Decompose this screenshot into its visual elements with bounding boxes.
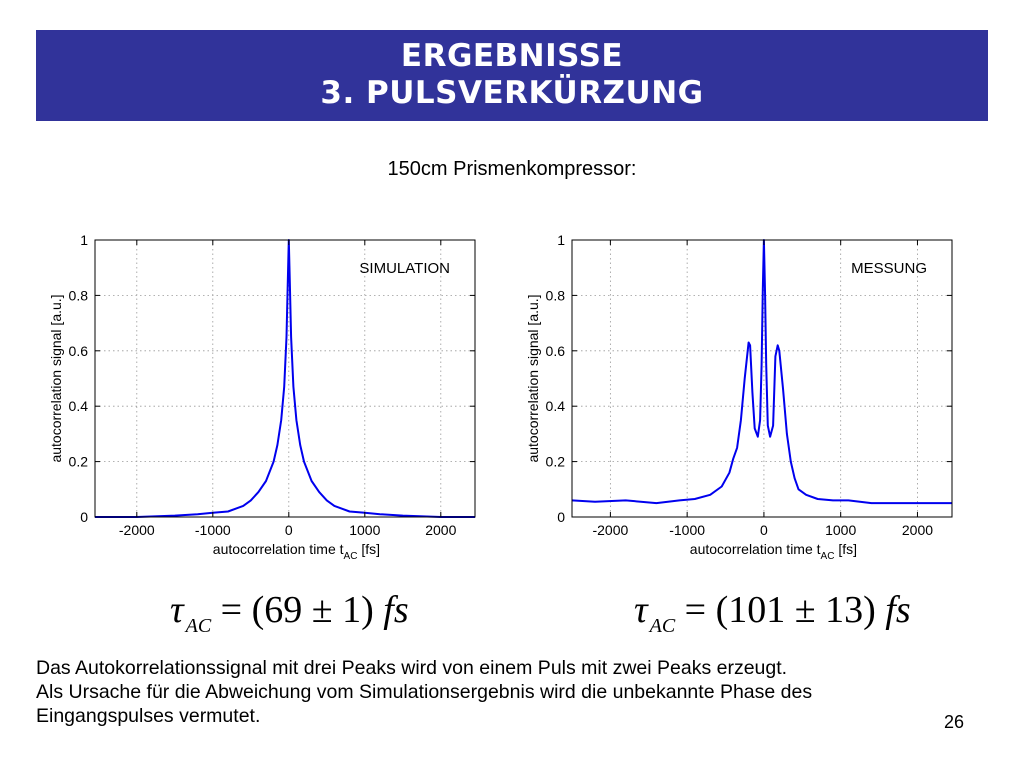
formula-messung-sub: AC	[649, 615, 676, 637]
simulation-plot-frame	[94, 239, 476, 518]
messung-ytick-label: 0.8	[546, 287, 566, 303]
messung-xlabel-sub: AC	[821, 551, 835, 562]
simulation-xlabel-text: autocorrelation time t	[213, 541, 344, 557]
simulation-xlabel-sub: AC	[344, 551, 358, 562]
simulation-xtick-label: 1000	[349, 522, 380, 538]
formula-messung-unit: fs	[885, 589, 911, 631]
body-text-line3: Eingangspulses vermutet.	[36, 705, 261, 727]
messung-xtick-label: -1000	[669, 522, 705, 538]
simulation-ytick-label: 0.6	[69, 343, 89, 359]
chart-messung: -2000 -1000 0 1000 2000 0 0.2 0.4 0.6 0.8 1 autocor…	[492, 225, 972, 570]
slide-subtitle: 150cm Prismenkompressor:	[387, 158, 637, 180]
messung-xlabel-text: autocorrelation time t	[690, 541, 821, 557]
formula-simulation-rhs: = (69 ± 1)	[220, 589, 384, 631]
chart-messung-svg: -2000 -1000 0 1000 2000 0 0.2 0.4 0.6 0.8 1 autocor…	[525, 232, 953, 562]
messung-ytick-label: 0.4	[546, 398, 566, 414]
simulation-xtick-label: 2000	[425, 522, 456, 538]
messung-xlabel-unit: [fs]	[834, 541, 857, 557]
simulation-xtick-label: -2000	[119, 522, 155, 538]
simulation-xtick-label: 0	[285, 522, 293, 538]
messung-xtick-label: 0	[760, 522, 768, 538]
simulation-ytick-label: 1	[80, 232, 88, 248]
simulation-ytick-label: 0	[80, 509, 88, 525]
slide-title-line1: ERGEBNISSE	[400, 38, 624, 74]
formula-messung-rhs: = (101 ± 13)	[684, 589, 886, 631]
formula-simulation-unit: fs	[383, 589, 409, 631]
simulation-xlabel: autocorrelation time tAC [fs]	[213, 541, 380, 562]
body-text-line1: Das Autokorrelationssignal mit drei Peak…	[36, 657, 788, 679]
messung-ytick-label: 0.6	[546, 343, 566, 359]
formula-messung-symbol: τ	[634, 589, 648, 631]
messung-ytick-label: 0.2	[546, 454, 566, 470]
messung-ytick-label: 0	[557, 509, 565, 525]
slide-title-line2: 3. PULSVERKÜRZUNG	[320, 75, 704, 111]
simulation-ytick-label: 0.4	[69, 398, 89, 414]
formula-simulation: τ AC = (69 ± 1) fs	[170, 588, 409, 637]
messung-xtick-label: 1000	[825, 522, 856, 538]
messung-ylabel: autocorrelation signal [a.u.]	[525, 294, 541, 462]
simulation-xlabel-unit: [fs]	[357, 541, 380, 557]
body-text-line2: Als Ursache für die Abweichung vom Simul…	[36, 681, 813, 703]
simulation-xtick-label: -1000	[195, 522, 231, 538]
formula-messung: τ AC = (101 ± 13) fs	[634, 588, 911, 637]
simulation-ytick-label: 0.8	[69, 287, 89, 303]
formula-simulation-symbol: τ	[170, 589, 184, 631]
simulation-annotation: SIMULATION	[359, 260, 450, 277]
formula-simulation-sub: AC	[185, 615, 212, 637]
messung-ytick-label: 1	[557, 232, 565, 248]
chart-simulation-svg: -2000 -1000 0 1000 2000 0 0.2 0.4 0.6 0.8 1 autocor…	[48, 232, 476, 562]
messung-xtick-label: 2000	[902, 522, 933, 538]
messung-annotation: MESSUNG	[851, 260, 927, 277]
messung-plot-frame	[571, 239, 953, 518]
page-number: 26	[943, 712, 964, 732]
messung-xlabel: autocorrelation time tAC [fs]	[690, 541, 857, 562]
body-text: Das Autokorrelationssignal mit drei Peak…	[36, 656, 966, 728]
simulation-ytick-label: 0.2	[69, 454, 89, 470]
chart-simulation: -2000 -1000 0 1000 2000 0 0.2 0.4 0.6 0.8 1 autocor…	[15, 225, 495, 570]
simulation-ylabel: autocorrelation signal [a.u.]	[48, 294, 64, 462]
messung-xtick-label: -2000	[592, 522, 628, 538]
slide-title-bar: ERGEBNISSE 3. PULSVERKÜRZUNG	[36, 30, 988, 121]
